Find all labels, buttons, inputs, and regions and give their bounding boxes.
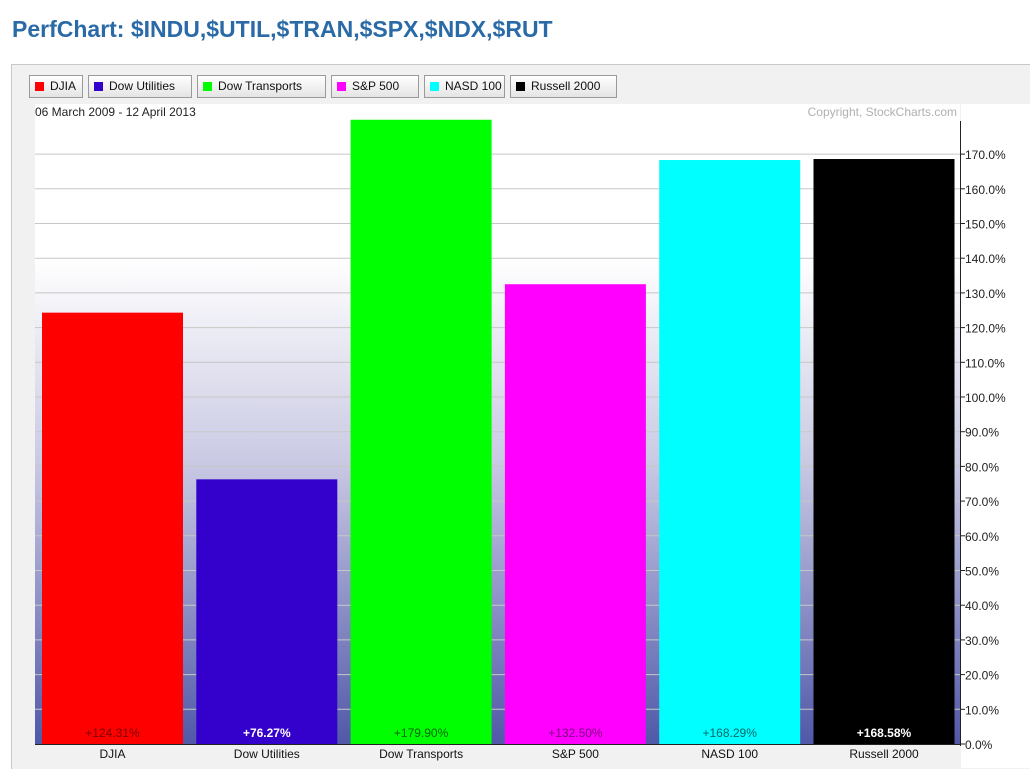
y-tick-label: 170.0% — [965, 148, 1006, 162]
data-label: +168.58% — [857, 726, 912, 740]
y-tick-label: 50.0% — [965, 565, 999, 579]
x-tick-label: Russell 2000 — [849, 747, 919, 761]
legend-swatch — [430, 82, 439, 91]
axis-panel — [961, 104, 1030, 768]
data-label: +124.31% — [85, 726, 140, 740]
y-tick-label: 90.0% — [965, 426, 999, 440]
legend-swatch — [35, 82, 44, 91]
legend-item-dow-transports[interactable]: Dow Transports — [197, 75, 326, 98]
x-tick-label: NASD 100 — [701, 747, 758, 761]
data-label: +179.90% — [394, 726, 449, 740]
bar-russell-2000 — [813, 159, 955, 744]
bar-nasd-100 — [659, 160, 801, 745]
data-label: +168.29% — [703, 726, 758, 740]
x-tick-label: S&P 500 — [552, 747, 599, 761]
legend-label: S&P 500 — [352, 79, 400, 93]
y-tick-label: 120.0% — [965, 322, 1006, 336]
x-tick-label: DJIA — [99, 747, 125, 761]
y-tick-label: 20.0% — [965, 669, 999, 683]
legend-label: Dow Transports — [218, 79, 303, 93]
copyright-text: Copyright, StockCharts.com — [808, 105, 957, 119]
y-tick-label: 160.0% — [965, 183, 1006, 197]
bar-s-p-500 — [504, 284, 646, 744]
y-tick-label: 100.0% — [965, 391, 1006, 405]
y-tick-label: 80.0% — [965, 460, 999, 474]
legend-item-djia[interactable]: DJIA — [29, 75, 83, 98]
y-tick-label: 40.0% — [965, 599, 999, 613]
legend-item-s-p-500[interactable]: S&P 500 — [331, 75, 419, 98]
legend-swatch — [516, 82, 525, 91]
legend-label: Russell 2000 — [531, 79, 601, 93]
y-tick-label: 150.0% — [965, 218, 1006, 232]
x-tick-label: Dow Transports — [379, 747, 463, 761]
y-tick-label: 140.0% — [965, 252, 1006, 266]
legend-swatch — [203, 82, 212, 91]
y-tick-label: 130.0% — [965, 287, 1006, 301]
x-tick-label: Dow Utilities — [234, 747, 300, 761]
legend-swatch — [94, 82, 103, 91]
data-label: +132.50% — [548, 726, 603, 740]
legend-swatch — [337, 82, 346, 91]
y-tick-label: 0.0% — [965, 738, 993, 752]
y-tick-label: 110.0% — [965, 356, 1005, 370]
bar-djia — [42, 312, 183, 744]
bar-dow-transports — [350, 119, 492, 744]
legend-item-nasd-100[interactable]: NASD 100 — [424, 75, 505, 98]
legend-item-dow-utilities[interactable]: Dow Utilities — [88, 75, 192, 98]
y-tick-label: 30.0% — [965, 634, 999, 648]
y-tick-label: 60.0% — [965, 530, 999, 544]
legend-label: NASD 100 — [445, 79, 502, 93]
legend-label: Dow Utilities — [109, 79, 176, 93]
bar-dow-utilities — [196, 479, 338, 744]
y-tick-label: 70.0% — [965, 495, 999, 509]
date-range: 06 March 2009 - 12 April 2013 — [35, 105, 196, 119]
y-tick-label: 10.0% — [965, 703, 999, 717]
data-label: +76.27% — [243, 726, 291, 740]
legend-item-russell-2000[interactable]: Russell 2000 — [510, 75, 617, 98]
legend-label: DJIA — [50, 79, 77, 93]
page-title: PerfChart: $INDU,$UTIL,$TRAN,$SPX,$NDX,$… — [12, 16, 553, 42]
